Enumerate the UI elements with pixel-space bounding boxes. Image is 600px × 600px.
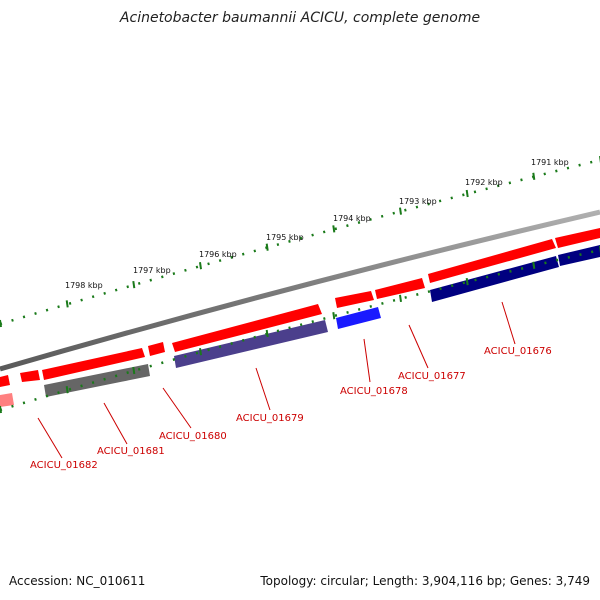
major-tick [465,277,469,286]
gene-label-acicu-01678[interactable]: ACICU_01678 [340,386,408,397]
scale-label-1794: 1794 kbp [333,214,371,223]
scale-labels: 1791 kbp 1792 kbp 1793 kbp 1794 kbp 1795… [65,158,569,290]
major-tick [332,225,336,233]
major-tick [332,312,336,320]
major-tick [65,386,69,394]
scale-label-1793: 1793 kbp [399,197,437,206]
scale-label-1792: 1792 kbp [465,178,503,187]
gene-label-leaders [37,301,516,459]
forward-gene-arrow[interactable] [428,239,556,283]
major-tick [0,319,2,328]
forward-gene-arrow[interactable] [172,304,322,352]
major-tick [132,280,136,289]
major-tick [265,243,269,251]
major-tick [265,329,269,338]
scale-label-1796: 1796 kbp [199,250,237,259]
forward-gene-arrow[interactable] [375,278,425,299]
inner-major-ticks [0,246,600,414]
forward-gene-arrow[interactable] [42,348,145,380]
reverse-gene-block[interactable] [430,256,559,302]
major-tick [65,300,69,308]
scale-label-1791: 1791 kbp [531,158,569,167]
gene-label-acicu-01680[interactable]: ACICU_01680 [159,431,227,442]
major-tick [532,261,536,269]
major-tick [132,366,136,375]
gene-label-acicu-01676[interactable]: ACICU_01676 [484,346,552,357]
major-tick [199,262,202,270]
major-tick [399,207,402,215]
accession-text: Accession: NC_010611 [9,574,146,588]
scale-label-1797: 1797 kbp [133,266,171,275]
gene-label-acicu-01677[interactable]: ACICU_01677 [398,371,466,382]
forward-gene-arrow[interactable] [555,228,600,248]
forward-gene-arrow[interactable] [148,342,165,356]
gene-label-acicu-01681[interactable]: ACICU_01681 [97,446,165,457]
forward-gene-arrow[interactable] [20,370,40,382]
scale-label-1795: 1795 kbp [266,233,304,242]
reverse-gene-block[interactable] [558,245,600,266]
reverse-gene-block[interactable] [174,320,328,368]
major-tick [465,189,469,198]
major-ticks [0,156,600,328]
major-tick [532,172,536,180]
major-tick [399,294,402,303]
forward-gene-arrow[interactable] [0,375,10,387]
reverse-gene-block[interactable] [0,393,14,407]
forward-gene-arrow[interactable] [335,291,374,308]
major-tick [0,405,2,414]
gene-label-acicu-01679[interactable]: ACICU_01679 [236,413,304,424]
gene-label-acicu-01682[interactable]: ACICU_01682 [30,460,98,471]
forward-strand-track [0,228,600,387]
map-title: Acinetobacter baumannii ACICU, complete … [119,10,481,26]
outer-tick-track [0,158,600,326]
major-tick [199,348,202,356]
gene-labels: ACICU_01676 ACICU_01677 ACICU_01678 ACIC… [30,346,552,471]
scale-label-1798: 1798 kbp [65,281,103,290]
genome-summary: Topology: circular; Length: 3,904,116 bp… [260,574,590,588]
backbone [0,209,600,372]
reverse-strand-track [0,245,600,407]
reverse-gene-block[interactable] [336,307,381,329]
